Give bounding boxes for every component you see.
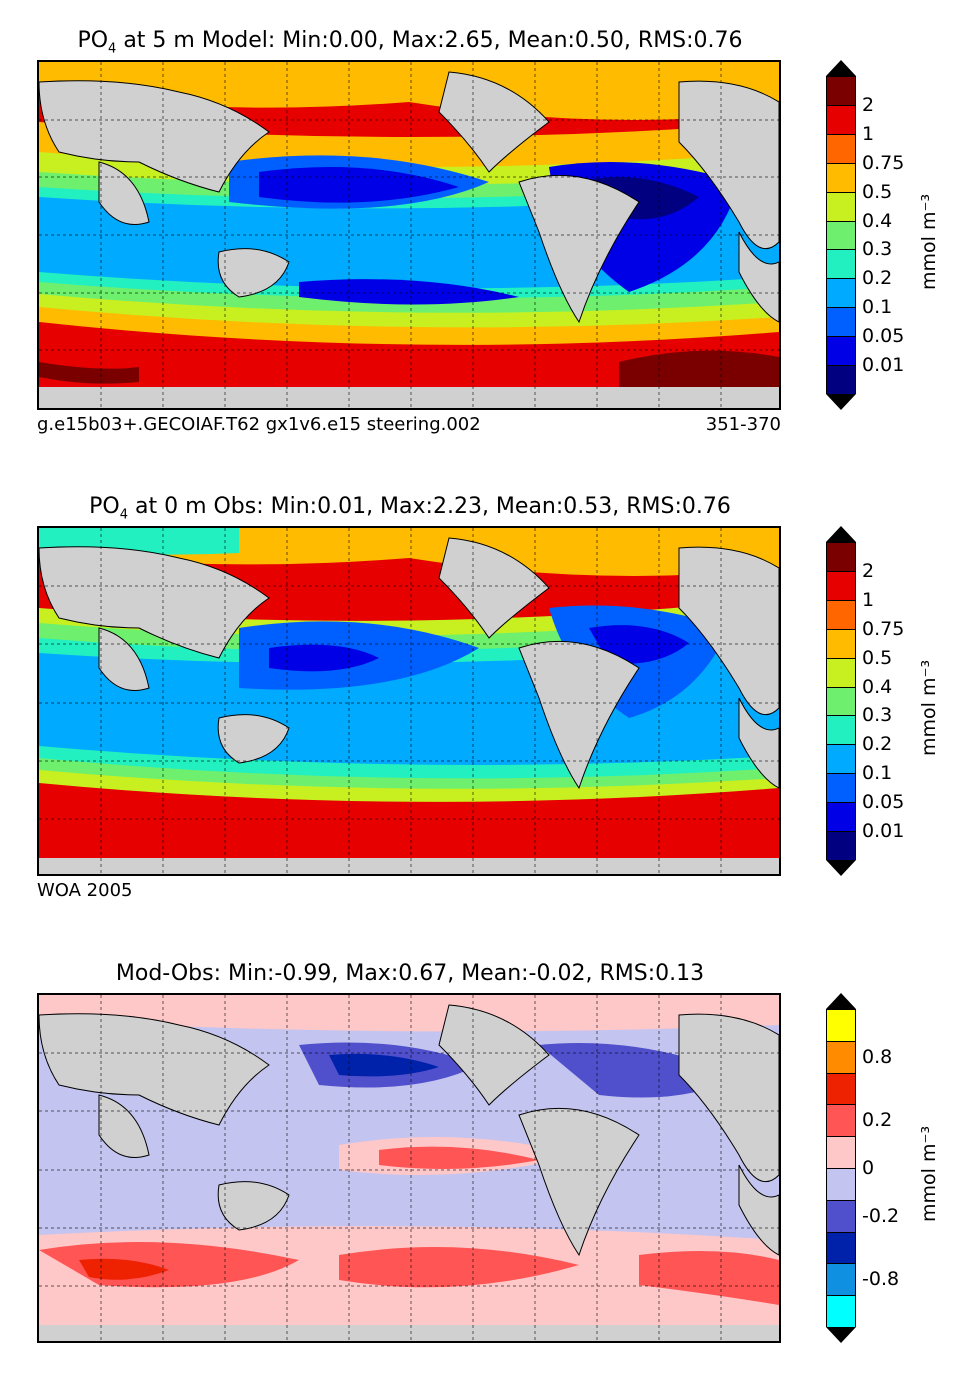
colorbar-obs-tick-label: 0.5 [862,646,893,669]
colorbar-obs-swatch [826,715,856,745]
colorbar-model-tick-label: 0.5 [862,180,893,203]
colorbar-model-extend-up [826,60,856,76]
colorbar-diff-swatch [826,1199,856,1232]
colorbar-obs-extend-up [826,526,856,542]
colorbar-model-unit: mmol m⁻³ [918,193,940,290]
colorbar-obs-swatch [826,802,856,832]
colorbar-model-tick-label: 0.3 [862,238,893,261]
colorbar-model-extend-down [826,393,856,410]
colorbar-model [826,60,856,410]
colorbar-diff-swatch [826,1009,856,1041]
colorbar-obs-swatch [826,744,856,774]
colorbar-diff-swatch [826,1167,856,1200]
colorbar-model-swatch [826,191,856,221]
colorbar-model-swatch [826,278,856,308]
colorbar-obs-swatch [826,542,856,571]
colorbar-diff-tick-label: 0 [862,1157,875,1179]
colorbar-obs-tick-label: 0.1 [862,762,893,785]
colorbar-model-swatch [826,133,856,163]
colorbar-diff [826,993,856,1343]
colorbar-diff-swatch [826,1104,856,1137]
colorbar-diff-swatch [826,1072,856,1105]
colorbar-obs-tick-label: 0.75 [862,617,905,640]
colorbar-model-tick-label: 0.2 [862,267,893,290]
colorbar-diff-extend-down [826,1326,856,1343]
colorbar-obs-tick-label: 0.05 [862,791,905,814]
model-run-label: g.e15b03+.GECOIAF.T62 gx1v6.e15 steering… [37,414,481,435]
colorbar-obs-swatch [826,599,856,629]
obs-title: PO4 at 0 m Obs: Min:0.01, Max:2.23, Mean… [89,494,731,523]
colorbar-obs-swatch [826,831,856,860]
colorbar-model-swatch [826,220,856,250]
colorbar-obs-tick-label: 2 [862,559,875,582]
diff-map [37,993,781,1343]
colorbar-diff-extend-up [826,993,856,1009]
colorbar-obs-tick-label: 0.01 [862,820,905,843]
colorbar-model-swatch [826,307,856,337]
colorbar-model-swatch [826,104,856,134]
colorbar-obs-unit: mmol m⁻³ [918,659,940,756]
colorbar-model-swatch [826,76,856,105]
colorbar-obs-swatch [826,686,856,716]
colorbar-obs-tick-label: 0.3 [862,704,893,727]
colorbar-obs-extend-down [826,859,856,876]
model-map [37,60,781,410]
colorbar-model-tick-label: 1 [862,122,875,145]
colorbar-model-swatch [826,162,856,192]
colorbar-model-swatch [826,249,856,279]
colorbar-model-tick-label: 0.1 [862,296,893,319]
obs-map [37,526,781,876]
model-years-label: 351-370 [705,414,781,435]
colorbar-model-tick-label: 0.4 [862,209,893,232]
diff-title: Mod-Obs: Min:-0.99, Max:0.67, Mean:-0.02… [115,961,705,986]
colorbar-obs-tick-label: 0.4 [862,675,893,698]
colorbar-diff-swatch [826,1295,856,1327]
colorbar-diff-swatch [826,1263,856,1296]
colorbar-model-swatch [826,365,856,394]
colorbar-obs-swatch [826,773,856,803]
colorbar-diff-tick-label: -0.2 [862,1204,900,1227]
colorbar-model-tick-label: 0.75 [862,151,905,174]
colorbar-model-tick-label: 0.05 [862,325,905,348]
colorbar-obs-tick-label: 1 [862,588,875,611]
colorbar-model-swatch [826,336,856,366]
colorbar-diff-unit: mmol m⁻³ [918,1125,940,1222]
colorbar-diff-tick-label: -0.8 [862,1268,900,1291]
colorbar-obs-swatch [826,628,856,658]
colorbar-diff-swatch [826,1040,856,1073]
colorbar-model-tick-label: 0.01 [862,354,905,377]
model-title: PO4 at 5 m Model: Min:0.00, Max:2.65, Me… [77,28,743,57]
obs-source-label: WOA 2005 [37,880,133,901]
colorbar-diff-tick-label: 0.8 [862,1045,893,1068]
colorbar-diff-swatch [826,1231,856,1264]
colorbar-obs-swatch [826,657,856,687]
colorbar-model-tick-label: 2 [862,93,875,116]
colorbar-obs-tick-label: 0.2 [862,733,893,756]
colorbar-diff-tick-label: 0.2 [862,1109,893,1132]
colorbar-diff-swatch [826,1136,856,1168]
colorbar-obs [826,526,856,876]
colorbar-obs-swatch [826,570,856,600]
